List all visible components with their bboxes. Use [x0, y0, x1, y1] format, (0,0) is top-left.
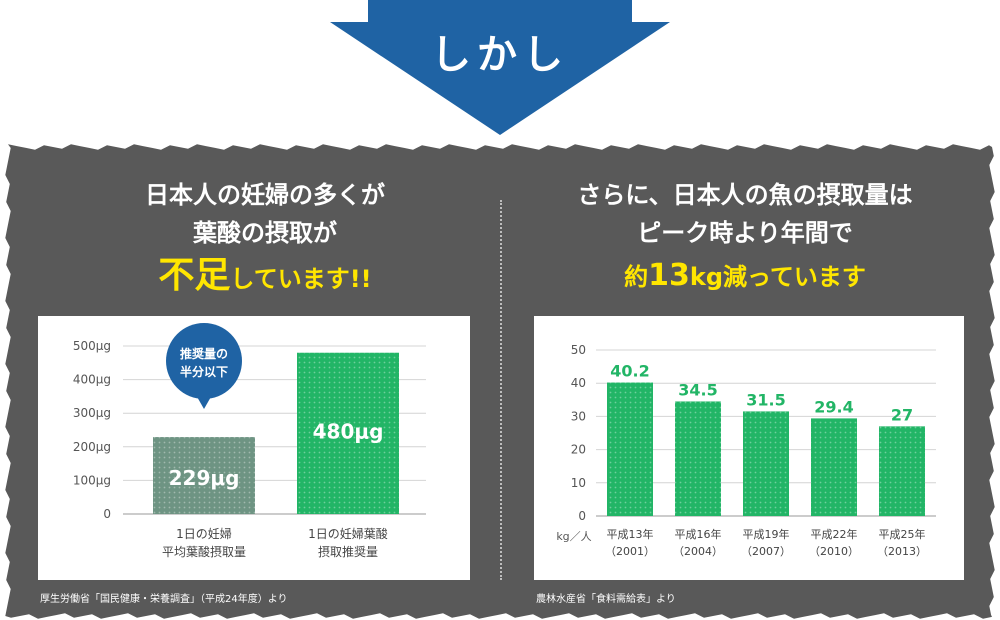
- callout-line1: 推奨量の: [180, 346, 228, 361]
- right-heading-highlight-num: 13: [648, 258, 690, 293]
- y-tick-label: 50: [571, 343, 586, 357]
- bar-texture: [743, 411, 789, 516]
- bar-value-label: 31.5: [746, 390, 785, 409]
- bar-value-label: 480μg: [313, 420, 384, 444]
- column-divider: [500, 200, 502, 580]
- y-tick-label: 200μg: [73, 440, 111, 454]
- fish-intake-chart-box: 0 10 20 30 40 50 kg／人 40.2 平成13年 （2001） 34.5 平成16年 （…: [534, 316, 964, 580]
- y-tick-label: 400μg: [73, 373, 111, 387]
- y-tick-label: 40: [571, 376, 586, 390]
- callout-line2: 半分以下: [180, 364, 228, 379]
- bar-texture: [153, 437, 255, 514]
- y-unit-label: kg／人: [556, 530, 591, 543]
- category-label: 平成16年: [675, 527, 722, 541]
- bar-texture: [675, 401, 721, 516]
- category-label: （2001）: [605, 545, 655, 558]
- y-tick-label: 30: [571, 409, 586, 423]
- left-heading-highlight: 不足しています!!: [30, 252, 500, 303]
- right-heading-highlight: 約13kg減っています: [510, 252, 980, 301]
- category-label: （2004）: [673, 545, 723, 558]
- left-heading-highlight-big: 不足: [158, 255, 231, 296]
- bar-value-label: 29.4: [814, 397, 853, 416]
- right-heading: さらに、日本人の魚の摂取量は ピーク時より年間で 約13kg減っています: [510, 176, 980, 301]
- bar-texture: [879, 426, 925, 516]
- bar-texture: [297, 352, 399, 514]
- bar-value-label: 40.2: [610, 362, 649, 381]
- category-label: 1日の妊婦: [176, 526, 232, 541]
- bar-value-label: 27: [891, 405, 913, 424]
- category-label: 摂取推奨量: [318, 544, 378, 559]
- bar-value-label: 229μg: [169, 466, 240, 490]
- y-tick-label: 100μg: [73, 473, 111, 487]
- bar-texture: [607, 382, 653, 516]
- callout-bubble: [166, 323, 242, 399]
- folic-acid-chart-box: 0 100μg 200μg 300μg 400μg 500μg 229μg 1日の妊婦平均葉酸…: [38, 316, 470, 580]
- fish-intake-chart: 0 10 20 30 40 50 kg／人 40.2 平成13年 （2001） 34.5 平成16年 （…: [556, 343, 936, 558]
- callout-pointer: [196, 395, 212, 409]
- y-tick-label: 10: [571, 476, 586, 490]
- left-source-note: 厚生労働省「国民健康・栄養調査」（平成24年度）より: [40, 594, 288, 605]
- right-source-note: 農林水産省「食料需給表」より: [536, 594, 676, 605]
- y-tick-label: 0: [578, 509, 586, 523]
- y-tick-label: 0: [103, 507, 111, 521]
- left-heading-line1: 日本人の妊婦の多くが: [145, 181, 385, 209]
- category-label: （2010）: [809, 545, 859, 558]
- left-heading: 日本人の妊婦の多くが 葉酸の摂取が 不足しています!!: [30, 176, 500, 303]
- category-label: 平成19年: [743, 527, 790, 541]
- down-arrow-banner: [330, 0, 670, 135]
- folic-acid-chart: 0 100μg 200μg 300μg 400μg 500μg 229μg 1日の妊婦平均葉酸…: [73, 323, 426, 559]
- category-label: 平成13年: [607, 527, 654, 541]
- right-heading-highlight-post: kg減っています: [689, 263, 866, 291]
- right-heading-highlight-pre: 約: [624, 263, 649, 291]
- left-heading-highlight-rest: しています!!: [230, 265, 372, 293]
- right-heading-line2: ピーク時より年間で: [637, 219, 853, 247]
- category-label: （2013）: [877, 545, 927, 558]
- bar-value-label: 34.5: [678, 380, 717, 399]
- category-label: （2007）: [741, 545, 791, 558]
- left-heading-line2: 葉酸の摂取が: [193, 219, 337, 247]
- bar-texture: [811, 418, 857, 516]
- y-tick-label: 300μg: [73, 406, 111, 420]
- category-label: 平成22年: [811, 527, 858, 541]
- category-label: 1日の妊婦葉酸: [308, 526, 388, 541]
- y-tick-label: 20: [571, 443, 586, 457]
- y-tick-label: 500μg: [73, 339, 111, 353]
- category-label: 平成25年: [879, 527, 926, 541]
- banner-text: しかし: [431, 32, 569, 78]
- category-label: 平均葉酸摂取量: [162, 544, 246, 559]
- right-heading-line1: さらに、日本人の魚の摂取量は: [577, 181, 913, 209]
